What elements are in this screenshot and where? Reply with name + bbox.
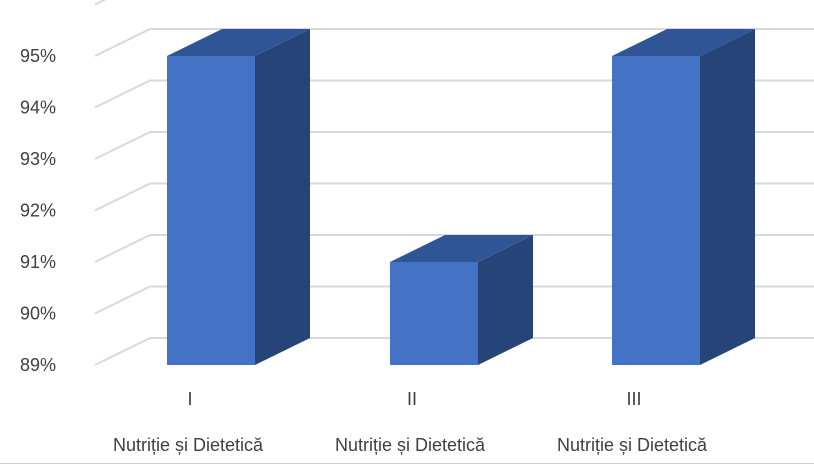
- bottom-divider: [0, 463, 814, 464]
- bar: [390, 235, 533, 365]
- gridline-diagonal: [94, 285, 151, 315]
- y-tick-label: 93%: [20, 149, 56, 169]
- x-tick-label: III: [626, 389, 641, 409]
- gridline-diagonal: [94, 337, 151, 366]
- bar: [612, 29, 755, 365]
- y-tick-label: 90%: [20, 304, 56, 324]
- bar-side: [255, 29, 310, 365]
- y-tick-label: 95%: [20, 46, 56, 66]
- bar-front: [612, 56, 700, 365]
- x-category-sublabel: Nutriție și Dietetică: [335, 435, 486, 455]
- y-tick-label: 91%: [20, 252, 56, 272]
- gridline-diagonal: [94, 182, 151, 212]
- gridline-diagonal: [94, 79, 151, 109]
- bars: [167, 29, 755, 365]
- y-tick-label: 89%: [20, 355, 56, 375]
- x-category-sublabel: Nutriție și Dietetică: [113, 435, 264, 455]
- bar-top: [167, 29, 310, 56]
- bar-side: [700, 29, 755, 365]
- y-axis-ticks: 89% 90% 91% 92% 93% 94% 95%: [20, 46, 56, 375]
- bar-top: [390, 235, 533, 262]
- bar-front: [167, 56, 255, 365]
- y-tick-label: 92%: [20, 201, 56, 221]
- x-tick-label: II: [407, 389, 417, 409]
- bar-front: [390, 262, 478, 365]
- x-tick-label: I: [187, 389, 192, 409]
- y-tick-label: 94%: [20, 98, 56, 118]
- x-category-sublabel: Nutriție și Dietetică: [557, 435, 708, 455]
- bar-top: [612, 29, 755, 56]
- gridline-diagonal: [94, 234, 151, 263]
- gridline-diagonal: [94, 131, 151, 160]
- gridline-diagonal: [94, 28, 151, 57]
- bar: [167, 29, 310, 365]
- bar-side: [478, 235, 533, 365]
- gridline-diagonal: [94, 0, 107, 6]
